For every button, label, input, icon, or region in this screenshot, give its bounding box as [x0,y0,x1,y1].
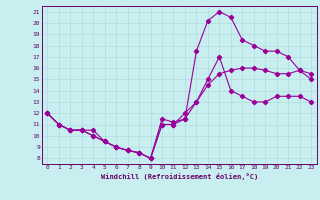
X-axis label: Windchill (Refroidissement éolien,°C): Windchill (Refroidissement éolien,°C) [100,173,258,180]
